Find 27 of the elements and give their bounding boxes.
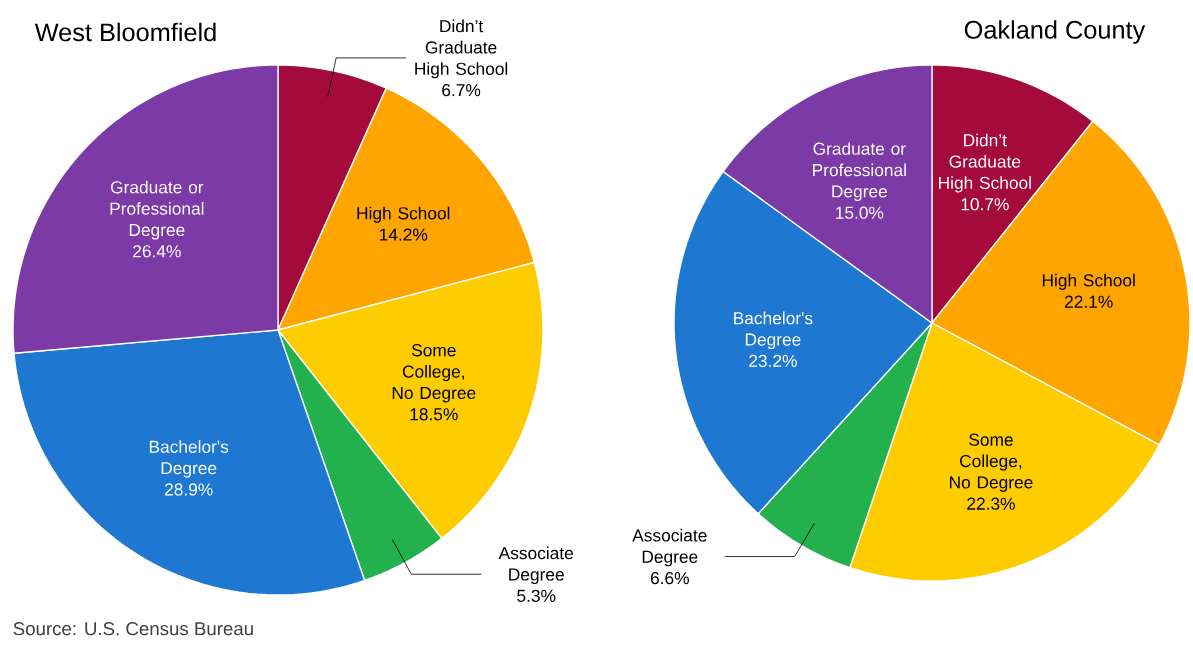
- slice-label: Bachelor's Degree: [734, 311, 813, 350]
- source-note: Source: U.S. Census Bureau: [13, 622, 253, 636]
- chart-title: Oakland County: [964, 20, 1146, 44]
- data-label: 22.1%: [1065, 295, 1113, 308]
- slice-label: Associate Degree: [632, 528, 707, 567]
- data-label: 10.7%: [961, 198, 1009, 211]
- slice-label: Didn’t Graduate High School: [939, 133, 1031, 193]
- slice-label: Graduate or Professional Degree: [813, 142, 906, 201]
- data-label: 6.7%: [442, 83, 481, 97]
- data-label: 28.9%: [164, 483, 213, 496]
- data-label: 22.3%: [967, 497, 1015, 510]
- slice-label: High School: [1042, 273, 1135, 290]
- slice-label: Some College, No Degree: [949, 433, 1033, 492]
- chart-title: West Bloomfield: [34, 22, 216, 42]
- slice-label: Didn’t Graduate High School: [415, 19, 508, 79]
- data-label: 23.2%: [749, 354, 797, 368]
- slice-label: High School: [357, 206, 450, 223]
- data-label: 18.5%: [410, 408, 458, 421]
- slice-label: Bachelor's Degree: [149, 440, 229, 478]
- data-label: 26.4%: [133, 245, 181, 258]
- data-label: 14.2%: [380, 228, 428, 241]
- data-label: 15.0%: [836, 206, 884, 219]
- data-label: 5.3%: [517, 589, 556, 602]
- slice-label: Graduate or Professional Degree: [110, 180, 204, 240]
- slice-label: Associate Degree: [498, 546, 574, 585]
- slice-label: Some College, No Degree: [392, 344, 476, 403]
- data-label: 6.6%: [650, 571, 689, 585]
